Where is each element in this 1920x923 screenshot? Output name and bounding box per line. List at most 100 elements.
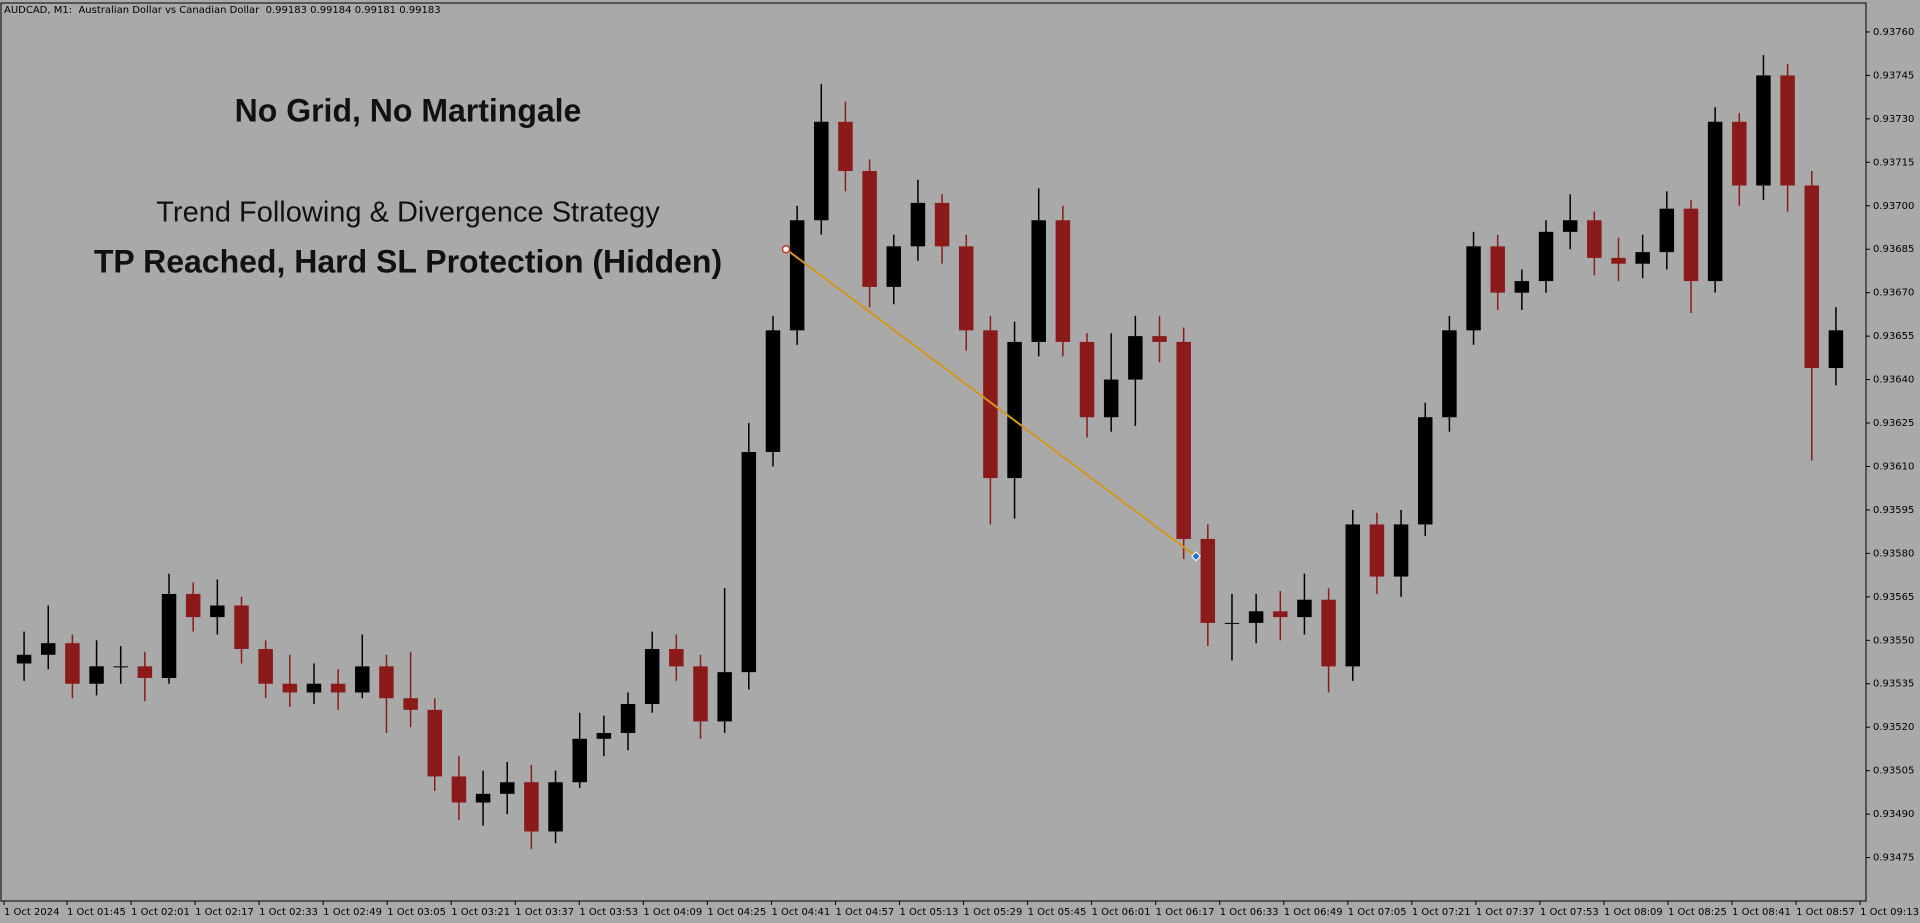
x-tick-label: 1 Oct 02:17 — [195, 907, 254, 918]
candle-body — [1103, 379, 1119, 418]
trade-exit-marker — [1191, 551, 1201, 562]
candle-body — [1611, 257, 1626, 264]
candle-body — [693, 666, 708, 722]
y-tick-label: 0.93625 — [1873, 418, 1914, 429]
x-tick-label: 1 Oct 07:37 — [1476, 907, 1535, 918]
candle-body — [934, 202, 950, 247]
y-tick-label: 0.93505 — [1873, 766, 1914, 777]
candle-body — [1828, 330, 1844, 368]
candle-body — [548, 782, 563, 832]
candle-body — [741, 452, 757, 673]
candle-body — [862, 171, 877, 287]
x-tick-label: 1 Oct 04:41 — [771, 907, 830, 918]
x-tick-label: 1 Oct 01:45 — [67, 907, 126, 918]
candle-body — [886, 246, 902, 287]
candle-body — [1128, 336, 1143, 380]
x-tick-label: 1 Oct 09:13 — [1860, 907, 1919, 918]
candle-body — [355, 666, 370, 693]
trade-entry-marker — [781, 244, 791, 254]
candle-body — [499, 782, 515, 794]
candle-body — [89, 666, 104, 684]
candle-body — [958, 246, 974, 331]
candle-body — [282, 683, 298, 693]
candle-body — [1200, 538, 1216, 623]
candle-body — [1248, 611, 1264, 623]
candle-body — [1007, 341, 1022, 479]
x-tick-label: 1 Oct 2024 — [4, 907, 59, 918]
candle-body — [1514, 281, 1530, 293]
candle-body — [1587, 220, 1602, 258]
x-tick-label: 1 Oct 08:25 — [1668, 907, 1727, 918]
candle-body — [1635, 252, 1650, 264]
candle-body — [1490, 246, 1505, 293]
y-tick-label: 0.93760 — [1873, 27, 1914, 38]
candle-body — [403, 698, 418, 710]
candle-body — [983, 330, 998, 479]
y-tick-label: 0.93610 — [1873, 461, 1914, 472]
x-tick-label: 1 Oct 04:57 — [835, 907, 894, 918]
x-tick-label: 1 Oct 03:05 — [387, 907, 446, 918]
x-tick-label: 1 Oct 02:49 — [323, 907, 382, 918]
candle-body — [1345, 524, 1361, 667]
y-tick-label: 0.93715 — [1873, 157, 1914, 168]
candle-body — [789, 220, 805, 331]
candle-body — [1055, 220, 1071, 342]
x-tick-label: 1 Oct 06:49 — [1284, 907, 1343, 918]
candle-body — [1369, 524, 1385, 577]
y-tick-label: 0.93640 — [1873, 375, 1914, 386]
x-tick-label: 1 Oct 08:41 — [1732, 907, 1791, 918]
candle-body — [1756, 75, 1771, 186]
x-tick-label: 1 Oct 04:25 — [707, 907, 766, 918]
candle-body — [210, 605, 225, 618]
y-tick-label: 0.93745 — [1873, 70, 1914, 81]
candle-body — [1321, 599, 1336, 667]
y-tick-label: 0.93685 — [1873, 244, 1914, 255]
candle-body — [596, 732, 612, 739]
x-tick-label: 1 Oct 03:37 — [515, 907, 574, 918]
candle-body — [1297, 599, 1312, 618]
y-tick-label: 0.93535 — [1873, 679, 1914, 690]
candle-body — [1176, 341, 1191, 539]
y-tick-label: 0.93655 — [1873, 331, 1914, 342]
candle-body — [1732, 121, 1747, 186]
candle-body — [306, 683, 322, 693]
candle-body — [765, 330, 781, 452]
candle-body — [1417, 417, 1433, 525]
candle-body — [1031, 220, 1046, 342]
candle-body — [717, 672, 732, 722]
y-tick-label: 0.93670 — [1873, 288, 1914, 299]
y-tick-label: 0.93595 — [1873, 505, 1914, 516]
candle-body — [644, 648, 660, 705]
candle-body — [161, 593, 177, 678]
annotation: Trend Following & Divergence Strategy — [156, 197, 660, 229]
candle-body — [40, 643, 56, 655]
candle-body — [1562, 220, 1578, 232]
candle-body — [258, 648, 273, 684]
annotation: TP Reached, Hard SL Protection (Hidden) — [94, 243, 722, 279]
x-tick-label: 1 Oct 07:53 — [1540, 907, 1599, 918]
candle-body — [1804, 185, 1820, 368]
x-tick-label: 1 Oct 08:09 — [1604, 907, 1663, 918]
candle-body — [1079, 341, 1095, 418]
candle-body — [572, 738, 587, 783]
candle-body — [451, 776, 467, 803]
x-tick-label: 1 Oct 04:09 — [643, 907, 702, 918]
candle-body — [185, 593, 201, 618]
x-tick-label: 1 Oct 03:21 — [451, 907, 510, 918]
x-tick-label: 1 Oct 05:13 — [900, 907, 959, 918]
x-tick-label: 1 Oct 05:45 — [1028, 907, 1087, 918]
candle-body — [1224, 622, 1240, 624]
annotation: No Grid, No Martingale — [235, 92, 582, 128]
candle-body — [814, 121, 829, 221]
candle-body — [1442, 330, 1457, 418]
trade-line — [785, 248, 1197, 558]
candle-body — [669, 648, 684, 667]
x-tick-label: 1 Oct 06:17 — [1156, 907, 1215, 918]
plot-frame — [0, 2, 1867, 902]
candle-body — [1393, 524, 1409, 577]
candle-body — [475, 793, 491, 803]
x-tick-label: 1 Oct 08:57 — [1796, 907, 1855, 918]
candle-body — [1273, 611, 1288, 618]
